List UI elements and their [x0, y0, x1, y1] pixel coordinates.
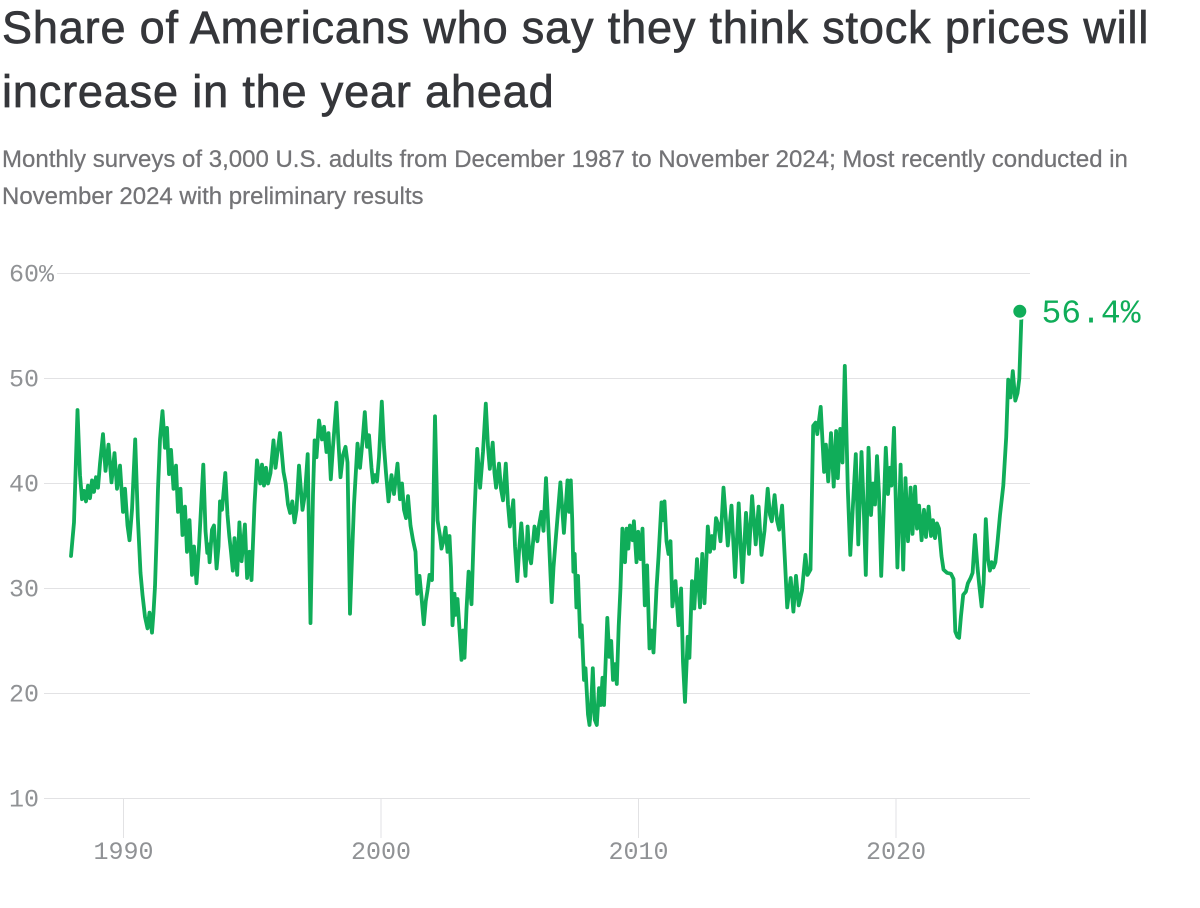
svg-text:2000: 2000 — [351, 838, 411, 867]
svg-text:56.4%: 56.4% — [1042, 296, 1141, 333]
svg-text:10: 10 — [9, 786, 39, 815]
svg-text:40: 40 — [9, 471, 39, 500]
svg-text:2020: 2020 — [866, 838, 926, 867]
svg-text:60%: 60% — [9, 261, 55, 290]
svg-text:1990: 1990 — [93, 838, 153, 867]
svg-text:30: 30 — [9, 576, 39, 605]
svg-text:20: 20 — [9, 681, 39, 710]
svg-text:50: 50 — [9, 366, 39, 395]
svg-text:2010: 2010 — [608, 838, 668, 867]
